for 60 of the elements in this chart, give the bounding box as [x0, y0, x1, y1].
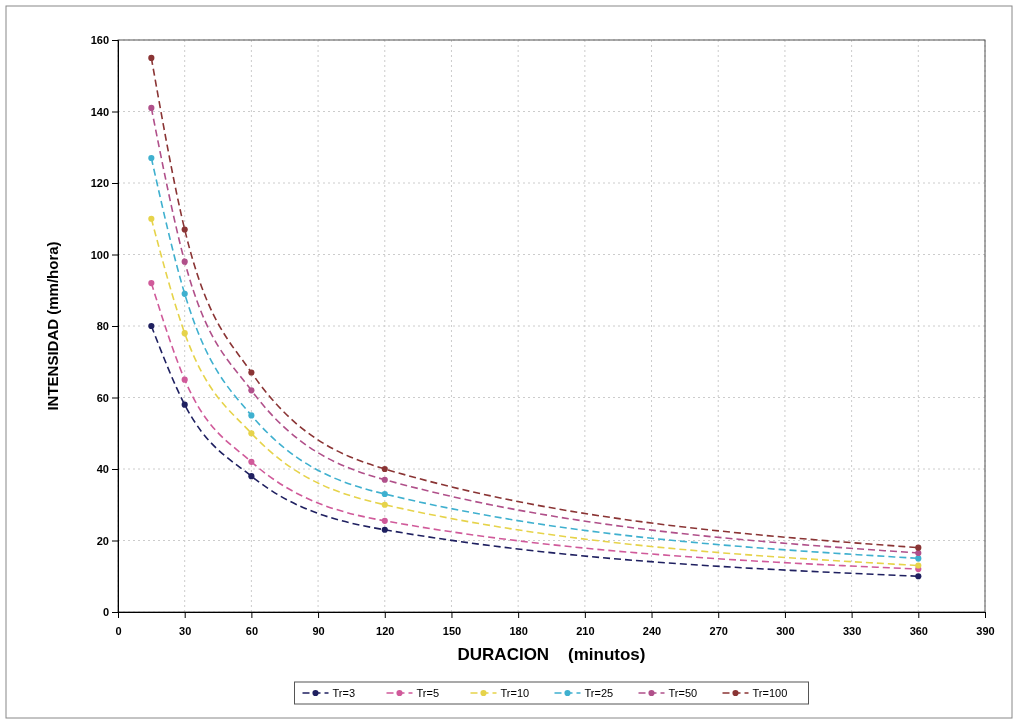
x-tick-label: 360 [909, 625, 928, 638]
x-tick-label: 180 [509, 625, 528, 638]
x-tick-label: 0 [115, 625, 122, 638]
point [148, 154, 155, 162]
legend-label: Tr=50 [668, 687, 698, 699]
x-tick-label: 30 [179, 625, 192, 638]
x-tick-label: 150 [442, 625, 462, 638]
point [915, 549, 922, 557]
legend-label: Tr=5 [416, 687, 440, 699]
point [915, 555, 922, 562]
x-tick-label: 240 [642, 625, 662, 638]
y-tick-label: 120 [90, 177, 109, 190]
point [915, 562, 922, 569]
point [148, 54, 155, 61]
x-tick-label: 270 [709, 625, 728, 638]
x-axis-title: DURACION (minutos) [457, 645, 646, 664]
point [148, 280, 155, 287]
point [181, 376, 188, 383]
point [381, 465, 388, 473]
point [248, 458, 255, 465]
y-tick-label: 20 [96, 534, 109, 547]
point [248, 473, 255, 480]
y-tick-label: 140 [90, 105, 109, 118]
legend-label: Tr=100 [752, 687, 788, 699]
y-tick-label: 0 [102, 606, 109, 619]
point [381, 501, 388, 508]
point [181, 258, 188, 265]
point [381, 526, 388, 533]
point [181, 290, 188, 297]
point [381, 517, 388, 524]
legend-label: Tr=3 [332, 687, 356, 699]
point [181, 401, 188, 408]
point [181, 330, 188, 337]
point [248, 387, 255, 394]
y-tick-label: 100 [90, 248, 109, 261]
x-tick-label: 120 [376, 625, 395, 638]
x-tick-label: 60 [245, 625, 259, 638]
point [248, 369, 255, 376]
x-tick-label: 300 [776, 625, 795, 638]
point [381, 490, 388, 498]
point [915, 573, 922, 580]
x-tick-label: 330 [842, 625, 862, 638]
point [248, 412, 255, 419]
y-tick-label: 80 [96, 320, 109, 333]
point [148, 322, 155, 330]
x-tick-label: 90 [312, 625, 325, 638]
y-axis-title: INTENSIDAD (mm/hora) [44, 241, 61, 411]
y-tick-label: 40 [96, 463, 109, 476]
point [915, 544, 922, 551]
y-tick-label: 60 [96, 391, 109, 404]
legend-label: Tr=25 [584, 687, 614, 699]
x-tick-label: 390 [976, 625, 995, 638]
point [381, 476, 388, 483]
point [248, 430, 255, 437]
point [181, 226, 188, 233]
point [148, 215, 155, 222]
point [148, 104, 155, 112]
legend-label: Tr=10 [500, 687, 530, 699]
y-tick-label: 160 [90, 34, 109, 47]
x-tick-label: 210 [576, 625, 595, 638]
